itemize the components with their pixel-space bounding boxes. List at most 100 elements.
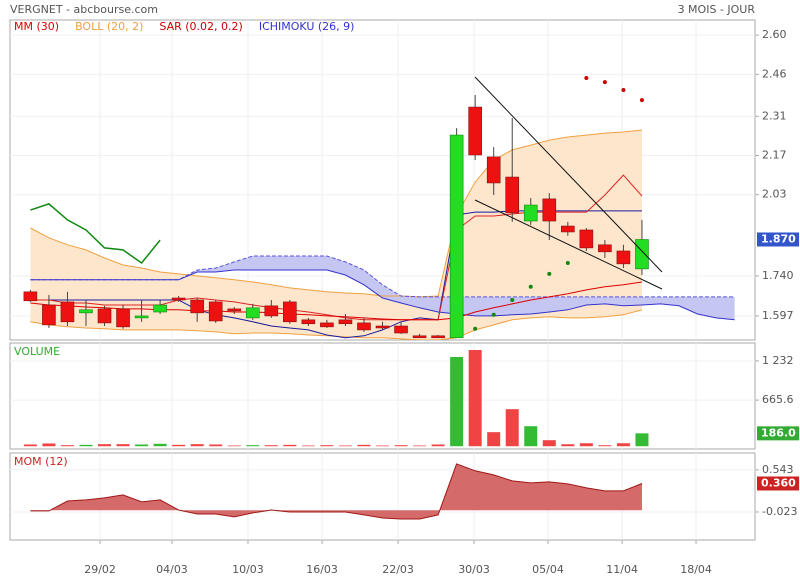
legend-item: BOLL (20, 2): [75, 20, 143, 33]
volume-bar: [616, 443, 630, 447]
candle-body: [523, 204, 538, 222]
candle-body: [468, 106, 482, 156]
panel-title: MOM (12): [14, 455, 68, 468]
candle-body: [616, 250, 631, 265]
x-tick-label: 30/03: [458, 563, 490, 576]
candle-body: [60, 301, 75, 323]
y-tick-label: 2.60: [762, 28, 787, 41]
indicator-line: [30, 203, 161, 265]
last-value-box: [757, 476, 799, 491]
y-tick-label: 1.740: [762, 269, 794, 282]
volume-bar: [283, 444, 297, 447]
panel-layer: [10, 453, 755, 540]
volume-bar: [431, 444, 445, 447]
sar-dot: [584, 75, 589, 80]
volume-bar: [394, 445, 408, 447]
candle-body: [561, 225, 575, 233]
y-tick-label: 0.543: [762, 463, 794, 476]
volume-bar: [190, 444, 204, 447]
candle-body: [23, 291, 38, 302]
candle-body: [301, 319, 316, 325]
volume-bar: [135, 444, 149, 447]
panel-layer: [10, 343, 755, 449]
indicator-line: [30, 210, 642, 339]
indicator-line: [30, 269, 735, 321]
x-tick-label: 10/03: [232, 563, 264, 576]
candle-body: [245, 307, 260, 319]
candle-body: [134, 315, 149, 319]
sar-dot: [473, 326, 478, 331]
candle-body: [227, 308, 242, 312]
x-tick-label: 22/03: [382, 563, 414, 576]
volume-bar: [598, 445, 612, 447]
last-value-label: 186.0: [761, 426, 796, 439]
volume-bar: [357, 444, 371, 447]
volume-bar: [246, 445, 260, 447]
volume-bar: [468, 349, 482, 447]
candle-body: [412, 335, 427, 339]
volume-bar: [450, 356, 464, 447]
plot-layer: [10, 20, 755, 540]
candle-body: [486, 156, 501, 184]
volume-bar: [79, 444, 93, 447]
legend-item: ICHIMOKU (26, 9): [259, 20, 355, 33]
panel-layer: [10, 20, 755, 340]
candle-body: [598, 244, 612, 253]
x-tick-label: 16/03: [306, 563, 338, 576]
legend-item: MM (30): [14, 20, 59, 33]
sar-dot: [510, 297, 515, 302]
last-value-label: 1.870: [761, 232, 796, 245]
y-tick-label: 2.17: [762, 149, 787, 162]
y-tick-label: 2.31: [762, 109, 787, 122]
indicator-line: [30, 463, 643, 520]
volume-bar: [320, 445, 334, 447]
volume-bar: [376, 445, 389, 447]
candle-body: [116, 308, 130, 328]
volume-bar: [579, 443, 593, 447]
volume-bar: [487, 432, 501, 447]
candle-body: [283, 301, 297, 323]
sar-dot: [547, 271, 552, 276]
x-tick-label: 29/02: [84, 563, 116, 576]
volume-bar: [227, 445, 241, 447]
volume-bar: [116, 444, 130, 447]
candle-body: [579, 229, 594, 249]
last-value-box: [757, 232, 799, 247]
sar-dot: [602, 80, 607, 85]
candle-body: [635, 239, 649, 270]
volume-bar: [60, 445, 74, 447]
volume-bar: [524, 426, 538, 447]
candle-body: [357, 322, 371, 331]
y-tick-label: 2.46: [762, 67, 787, 80]
y-tick-label: 2.03: [762, 188, 787, 201]
volume-bar: [264, 445, 278, 447]
volume-bar: [301, 445, 315, 447]
volume-bar: [153, 443, 167, 447]
volume-bar: [98, 444, 112, 447]
sar-dot: [528, 284, 533, 289]
label-layer: 2.60 2.46 2.31 2.17 2.03 1.740 1.597 1 232 665.6…: [14, 20, 799, 576]
candle-body: [42, 304, 56, 326]
candle-body: [264, 305, 279, 317]
x-tick-label: 11/04: [606, 563, 638, 576]
panel-title: VOLUME: [14, 345, 60, 358]
candle-body: [338, 319, 353, 325]
candle-body: [171, 297, 186, 301]
x-tick-label: 04/03: [156, 563, 188, 576]
sar-dot: [491, 312, 496, 317]
sar-dot: [639, 98, 644, 103]
candle-body: [375, 325, 390, 329]
sar-dot: [565, 261, 570, 266]
last-value-label: 0.360: [761, 476, 796, 489]
y-tick-label: 665.6: [762, 393, 794, 406]
candle-body: [190, 299, 204, 314]
indicator-line: [30, 129, 643, 298]
candle-body: [394, 325, 408, 334]
candle-body: [79, 309, 93, 314]
sar-dot: [621, 87, 626, 92]
candle-body: [431, 335, 445, 339]
x-tick-label: 05/04: [532, 563, 564, 576]
volume-bar: [338, 445, 352, 447]
volume-bar: [635, 433, 649, 447]
